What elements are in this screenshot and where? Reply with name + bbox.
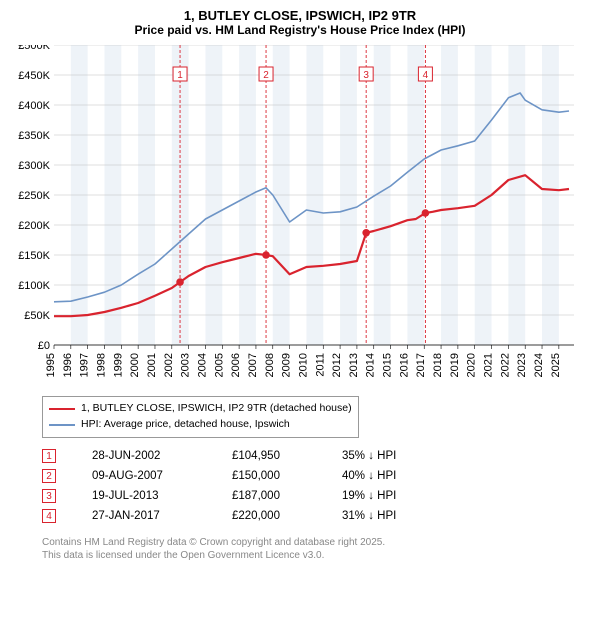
svg-text:2025: 2025 — [550, 353, 562, 377]
svg-text:4: 4 — [423, 70, 429, 81]
svg-text:2024: 2024 — [533, 353, 545, 377]
sale-marker-cell: 3 — [42, 486, 92, 506]
svg-text:2007: 2007 — [247, 353, 259, 377]
sale-delta: 40% ↓ HPI — [342, 466, 452, 486]
svg-text:2022: 2022 — [499, 353, 511, 377]
svg-text:2006: 2006 — [230, 353, 242, 377]
sale-date: 27-JAN-2017 — [92, 506, 232, 526]
svg-text:3: 3 — [363, 70, 369, 81]
table-row: 4 27-JAN-2017£220,00031% ↓ HPI — [42, 506, 452, 526]
svg-text:2008: 2008 — [264, 353, 276, 377]
legend-swatch-property — [49, 408, 75, 410]
svg-text:2011: 2011 — [314, 353, 326, 377]
svg-text:2016: 2016 — [398, 353, 410, 377]
svg-text:2019: 2019 — [449, 353, 461, 377]
sale-delta: 35% ↓ HPI — [342, 446, 452, 466]
svg-text:1997: 1997 — [79, 353, 91, 377]
svg-text:2: 2 — [263, 70, 269, 81]
legend: 1, BUTLEY CLOSE, IPSWICH, IP2 9TR (detac… — [42, 396, 359, 438]
sale-marker-icon: 2 — [42, 469, 56, 483]
svg-text:2004: 2004 — [196, 353, 208, 377]
svg-text:£400K: £400K — [18, 100, 50, 112]
svg-text:£200K: £200K — [18, 220, 50, 232]
title-subtitle: Price paid vs. HM Land Registry's House … — [12, 23, 588, 37]
legend-row-hpi: HPI: Average price, detached house, Ipsw… — [49, 417, 352, 433]
sale-marker-icon: 3 — [42, 489, 56, 503]
svg-text:£0: £0 — [38, 340, 50, 352]
svg-text:£100K: £100K — [18, 280, 50, 292]
svg-text:1996: 1996 — [62, 353, 74, 377]
title-address: 1, BUTLEY CLOSE, IPSWICH, IP2 9TR — [12, 8, 588, 23]
svg-text:£300K: £300K — [18, 160, 50, 172]
sales-table: 1 28-JUN-2002£104,95035% ↓ HPI 2 09-AUG-200… — [42, 446, 452, 526]
table-row: 2 09-AUG-2007£150,00040% ↓ HPI — [42, 466, 452, 486]
svg-text:£450K: £450K — [18, 70, 50, 82]
legend-label-property: 1, BUTLEY CLOSE, IPSWICH, IP2 9TR (detac… — [81, 401, 352, 417]
svg-text:1: 1 — [177, 70, 183, 81]
svg-text:2010: 2010 — [297, 353, 309, 377]
svg-text:2003: 2003 — [180, 353, 192, 377]
chart-container: 1, BUTLEY CLOSE, IPSWICH, IP2 9TR Price … — [0, 0, 600, 571]
svg-text:2013: 2013 — [348, 353, 360, 377]
svg-text:2017: 2017 — [415, 353, 427, 377]
chart-svg: £0 £50K £100K £150K £200K £250K £300K £350K £400… — [12, 45, 582, 385]
sale-marker-cell: 4 — [42, 506, 92, 526]
svg-text:£350K: £350K — [18, 130, 50, 142]
legend-row-property: 1, BUTLEY CLOSE, IPSWICH, IP2 9TR (detac… — [49, 401, 352, 417]
svg-text:2001: 2001 — [146, 353, 158, 377]
svg-text:£50K: £50K — [24, 310, 50, 322]
sale-date: 28-JUN-2002 — [92, 446, 232, 466]
title-block: 1, BUTLEY CLOSE, IPSWICH, IP2 9TR Price … — [12, 8, 588, 37]
svg-text:2012: 2012 — [331, 353, 343, 377]
sale-date: 19-JUL-2013 — [92, 486, 232, 506]
svg-text:1999: 1999 — [112, 353, 124, 377]
table-row: 1 28-JUN-2002£104,95035% ↓ HPI — [42, 446, 452, 466]
sale-price: £220,000 — [232, 506, 342, 526]
svg-text:2023: 2023 — [516, 353, 528, 377]
svg-text:2015: 2015 — [382, 353, 394, 377]
svg-text:£500K: £500K — [18, 45, 50, 52]
svg-text:2018: 2018 — [432, 353, 444, 377]
footer: Contains HM Land Registry data © Crown c… — [42, 536, 588, 563]
sale-price: £104,950 — [232, 446, 342, 466]
sale-price: £150,000 — [232, 466, 342, 486]
sale-marker-cell: 1 — [42, 446, 92, 466]
footer-licence: This data is licensed under the Open Gov… — [42, 549, 588, 563]
svg-text:2014: 2014 — [365, 353, 377, 377]
svg-text:2020: 2020 — [466, 353, 478, 377]
sale-marker-cell: 2 — [42, 466, 92, 486]
legend-label-hpi: HPI: Average price, detached house, Ipsw… — [81, 417, 290, 433]
svg-text:2002: 2002 — [163, 353, 175, 377]
chart: £0 £50K £100K £150K £200K £250K £300K £350K £400… — [12, 45, 588, 390]
svg-text:2005: 2005 — [213, 353, 225, 377]
sale-date: 09-AUG-2007 — [92, 466, 232, 486]
svg-text:2009: 2009 — [281, 353, 293, 377]
svg-text:2000: 2000 — [129, 353, 141, 377]
sale-delta: 31% ↓ HPI — [342, 506, 452, 526]
sale-delta: 19% ↓ HPI — [342, 486, 452, 506]
footer-copyright: Contains HM Land Registry data © Crown c… — [42, 536, 588, 550]
svg-text:2021: 2021 — [483, 353, 495, 377]
sale-price: £187,000 — [232, 486, 342, 506]
sale-marker-icon: 1 — [42, 449, 56, 463]
svg-text:1998: 1998 — [95, 353, 107, 377]
svg-text:£150K: £150K — [18, 250, 50, 262]
sale-marker-icon: 4 — [42, 509, 56, 523]
svg-text:1995: 1995 — [45, 353, 57, 377]
legend-swatch-hpi — [49, 424, 75, 426]
svg-text:£250K: £250K — [18, 190, 50, 202]
table-row: 3 19-JUL-2013£187,00019% ↓ HPI — [42, 486, 452, 506]
